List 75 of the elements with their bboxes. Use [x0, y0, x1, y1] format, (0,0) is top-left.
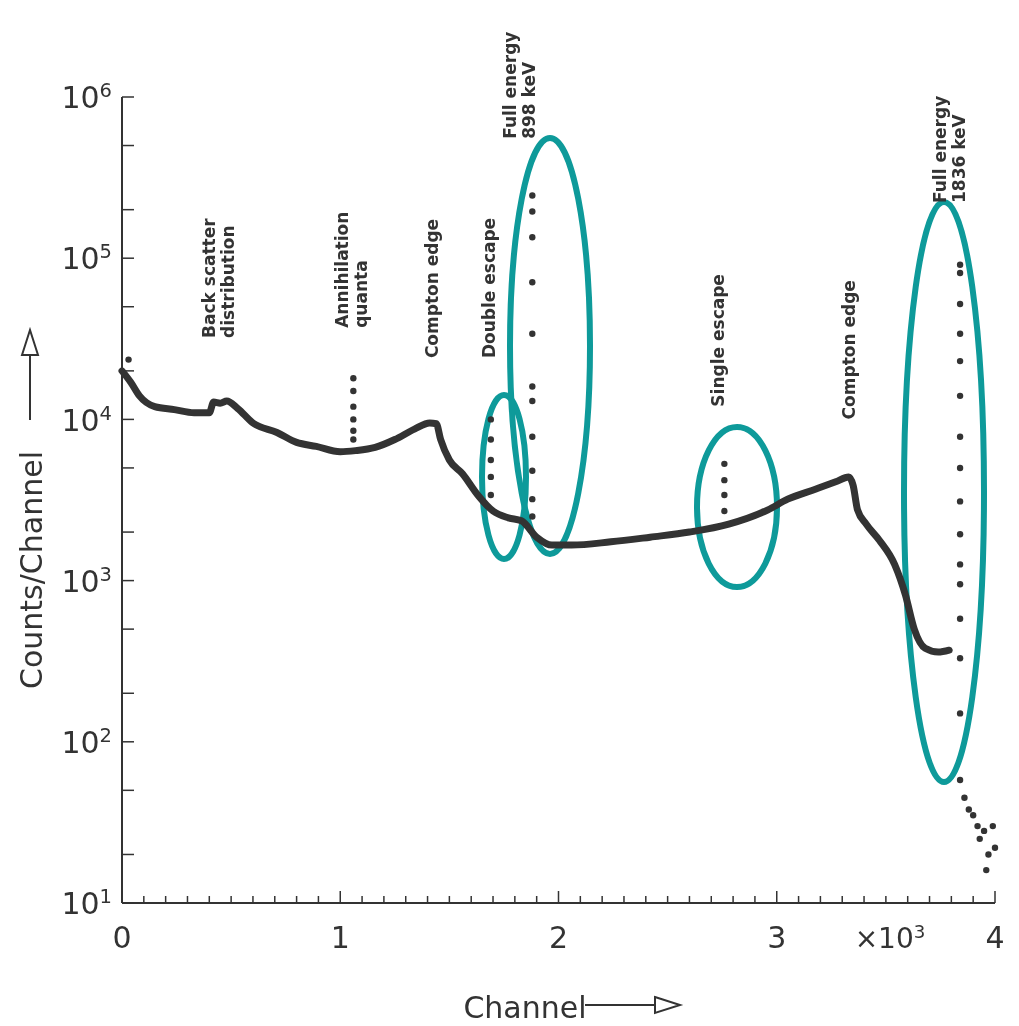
point — [956, 392, 964, 400]
point — [350, 403, 357, 410]
point — [721, 476, 728, 484]
point — [350, 387, 357, 395]
point — [956, 330, 964, 337]
point — [956, 269, 964, 277]
y-tick-label: 10$^{3}$ — [61, 562, 112, 599]
point — [961, 794, 968, 801]
point — [350, 427, 357, 434]
annotation: Full energy 1836 keV — [929, 95, 969, 203]
point — [721, 507, 728, 515]
point — [529, 433, 536, 440]
point — [350, 436, 357, 443]
annotation: Full energy 898 keV — [499, 31, 539, 139]
point — [980, 827, 988, 835]
point — [956, 498, 964, 505]
point — [976, 835, 983, 843]
point — [983, 866, 990, 874]
x-tick-label: 3 — [767, 920, 787, 955]
point — [125, 356, 132, 363]
annotation: Back scatter distribution — [198, 217, 238, 338]
y-tick-label: 10$^{6}$ — [61, 78, 112, 116]
point — [965, 806, 973, 813]
annotation: Compton edge — [838, 280, 859, 420]
point — [487, 473, 495, 481]
point — [529, 233, 536, 241]
point — [487, 436, 495, 443]
point — [529, 467, 536, 474]
point — [956, 357, 964, 365]
point — [956, 531, 964, 538]
y-tick-label: 10$^{1}$ — [61, 884, 112, 922]
annotation: Compton edge — [421, 218, 442, 359]
annotation: Single escape — [707, 274, 728, 407]
text: ×10$^{3}$ — [854, 920, 926, 955]
point — [956, 464, 964, 472]
point — [974, 822, 981, 830]
point — [487, 456, 495, 464]
point — [529, 330, 536, 337]
point — [991, 844, 999, 851]
y-tick-label: 10$^{2}$ — [61, 723, 112, 761]
point — [969, 812, 977, 819]
point — [956, 615, 964, 622]
point — [956, 261, 964, 268]
y-tick-label: 10$^{4}$ — [61, 401, 112, 438]
x-tick-label: 4 — [985, 920, 1005, 955]
point — [956, 710, 964, 717]
point — [529, 192, 536, 199]
x-tick-label: 2 — [548, 920, 569, 955]
point — [350, 375, 357, 382]
point — [985, 851, 992, 858]
annotation: Double escape — [478, 217, 499, 359]
point — [956, 300, 964, 308]
point — [956, 561, 964, 568]
x-tick-label: 0 — [112, 920, 132, 955]
point — [956, 580, 964, 588]
point — [529, 278, 536, 286]
point — [529, 383, 536, 390]
point — [956, 655, 964, 662]
point — [487, 491, 495, 499]
point — [721, 460, 728, 468]
point — [529, 208, 536, 215]
y-tick-label: 10$^{5}$ — [61, 239, 112, 277]
point — [721, 491, 728, 499]
point — [487, 416, 495, 423]
point — [956, 776, 964, 784]
y-axis-title: Counts/Channel — [14, 451, 49, 689]
point — [529, 513, 536, 520]
x-tick-label: 1 — [330, 920, 350, 955]
point — [956, 433, 964, 440]
annotation: Annihilation quanta — [331, 211, 371, 328]
point — [989, 822, 997, 830]
point — [350, 416, 357, 423]
point — [529, 495, 536, 503]
point — [529, 397, 536, 405]
x-axis-title: Channel — [463, 990, 587, 1025]
